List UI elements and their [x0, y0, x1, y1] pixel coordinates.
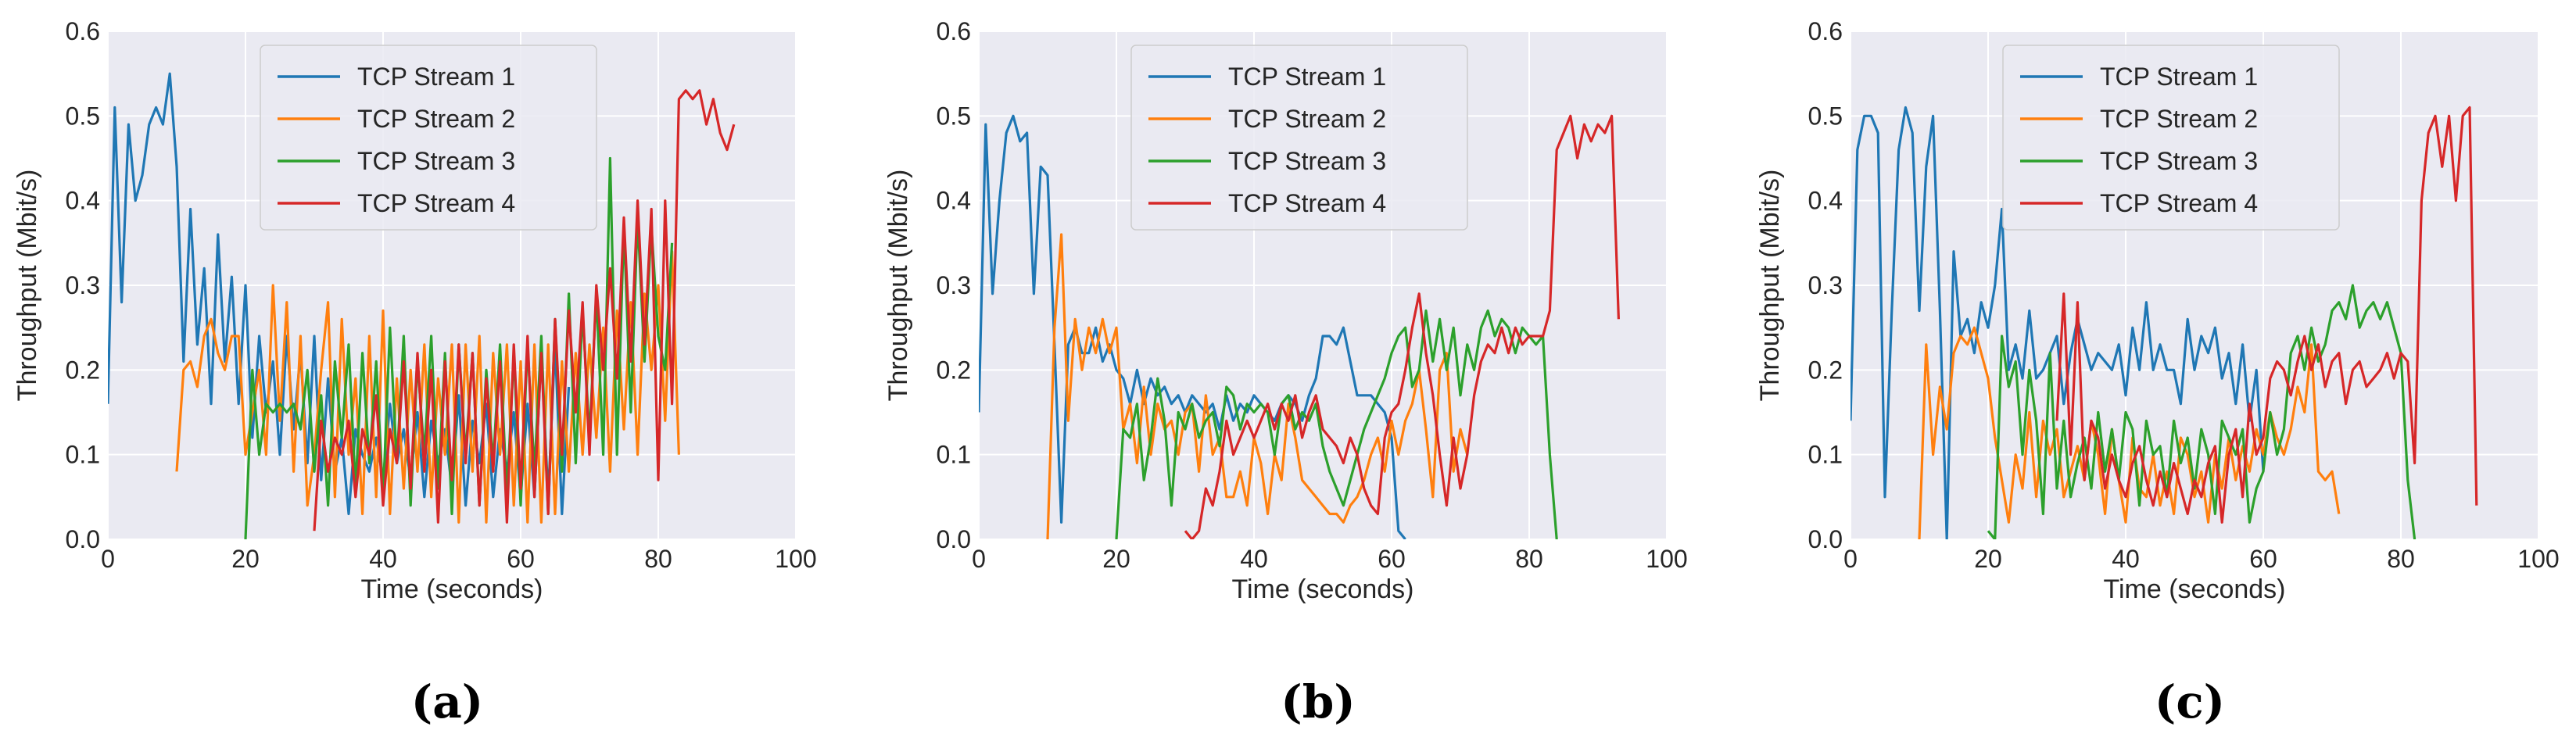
y-tick-label: 0.2 [1808, 356, 1843, 384]
x-tick-label: 60 [507, 545, 535, 573]
y-tick-label: 0.0 [66, 525, 100, 553]
x-tick-label: 0 [972, 545, 986, 573]
x-tick-label: 20 [1974, 545, 2002, 573]
x-axis-label: Time (seconds) [2103, 574, 2285, 604]
legend-entry: TCP Stream 2 [357, 105, 515, 133]
legend-entry: TCP Stream 3 [1228, 147, 1386, 175]
legend-entry: TCP Stream 1 [357, 63, 515, 91]
y-tick-label: 0.0 [937, 525, 971, 553]
x-tick-label: 100 [2517, 545, 2559, 573]
y-tick-label: 0.4 [1808, 187, 1843, 215]
y-axis-label: Throughput (Mbit/s) [883, 170, 913, 402]
y-tick-label: 0.5 [66, 102, 100, 130]
y-tick-label: 0.1 [1808, 441, 1843, 469]
x-tick-label: 100 [775, 545, 816, 573]
series-line-tcp-stream-4 [2055, 106, 2478, 524]
series-line-tcp-stream-4 [313, 89, 736, 531]
x-tick-label: 20 [1102, 545, 1130, 573]
legend-entry: TCP Stream 1 [1228, 63, 1386, 91]
legend-entry: TCP Stream 2 [2100, 105, 2258, 133]
y-tick-label: 0.3 [66, 271, 100, 299]
x-tick-label: 100 [1646, 545, 1687, 573]
series-line-tcp-stream-1 [979, 114, 1406, 539]
y-axis-label: Throughput (Mbit/s) [1755, 170, 1785, 402]
legend-box [260, 45, 597, 231]
y-tick-label: 0.4 [937, 187, 971, 215]
panel-label: (b) [1281, 675, 1355, 728]
legend-entry: TCP Stream 2 [1228, 105, 1386, 133]
x-axis-label: Time (seconds) [360, 574, 543, 604]
y-tick-label: 0.2 [66, 356, 100, 384]
legend-entry: TCP Stream 1 [2100, 63, 2258, 91]
panel-label: (c) [2155, 675, 2225, 728]
series-line-tcp-stream-4 [1184, 114, 1620, 539]
legend-entry: TCP Stream 4 [2100, 189, 2258, 217]
legend-box [2002, 45, 2340, 231]
x-tick-label: 0 [1843, 545, 1858, 573]
series-line-tcp-stream-3 [1115, 309, 1558, 539]
y-tick-label: 0.4 [66, 187, 100, 215]
y-tick-label: 0.5 [937, 102, 971, 130]
series-line-tcp-stream-1 [1850, 106, 2265, 539]
x-tick-label: 60 [1378, 545, 1406, 573]
x-tick-label: 40 [2112, 545, 2140, 573]
legend-box [1130, 45, 1468, 231]
y-tick-label: 0.6 [1808, 17, 1843, 45]
series-line-tcp-stream-3 [1987, 284, 2417, 539]
x-tick-label: 20 [231, 545, 260, 573]
panel-b: 0 20 40 60 80 100 0.0 0.1 0.2 0.3 0.4 0.5 0.6 Time (s… [883, 17, 1688, 728]
legend-entry: TCP Stream 3 [2100, 147, 2258, 175]
y-tick-label: 0.2 [937, 356, 971, 384]
legend-entry: TCP Stream 4 [1228, 189, 1386, 217]
x-tick-label: 0 [101, 545, 115, 573]
panel-a: 0 20 40 60 80 100 0.0 0.1 0.2 0.3 0.4 0.5 0.6 Time (s… [13, 17, 817, 728]
y-tick-label: 0.0 [1808, 525, 1843, 553]
series-line-tcp-stream-1 [108, 72, 571, 516]
x-tick-label: 40 [369, 545, 397, 573]
y-tick-label: 0.3 [1808, 271, 1843, 299]
x-tick-label: 40 [1240, 545, 1268, 573]
y-tick-label: 0.6 [937, 17, 971, 45]
x-tick-label: 60 [2249, 545, 2277, 573]
x-tick-label: 80 [1515, 545, 1543, 573]
x-tick-label: 80 [2387, 545, 2415, 573]
series-line-tcp-stream-2 [1046, 233, 1469, 539]
legend-entry: TCP Stream 3 [357, 147, 515, 175]
x-tick-label: 80 [644, 545, 672, 573]
y-tick-label: 0.1 [937, 441, 971, 469]
y-axis-label: Throughput (Mbit/s) [13, 170, 42, 402]
panel-c: 0 20 40 60 80 100 0.0 0.1 0.2 0.3 0.4 0.5 0.6 Time (s… [1755, 17, 2560, 728]
panel-label: (a) [411, 675, 483, 728]
y-tick-label: 0.3 [937, 271, 971, 299]
y-tick-label: 0.6 [66, 17, 100, 45]
y-tick-label: 0.5 [1808, 102, 1843, 130]
legend-entry: TCP Stream 4 [357, 189, 515, 217]
y-tick-label: 0.1 [66, 441, 100, 469]
x-axis-label: Time (seconds) [1231, 574, 1413, 604]
